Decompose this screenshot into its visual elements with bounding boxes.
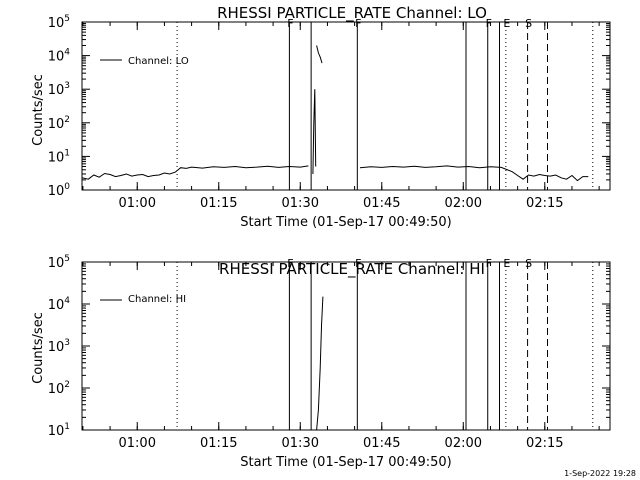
x-tick-label: 02:15	[526, 196, 563, 211]
y-tick-label: 105	[48, 14, 70, 31]
x-axis-label: Start Time (01-Sep-17 00:49:50)	[240, 215, 451, 230]
plot-frame	[81, 261, 611, 431]
x-tick-label: 01:45	[363, 196, 400, 211]
y-tick-label: 104	[48, 48, 71, 65]
event-marker: F	[355, 17, 361, 30]
legend-label: Channel: HI	[128, 294, 186, 305]
event-marker: E	[503, 257, 510, 270]
panel-lo: RHESSI PARTICLE_RATE Channel: LO Start T…	[31, 4, 611, 230]
x-tick-label: 01:30	[282, 436, 319, 451]
event-marker: F	[486, 257, 492, 270]
y-tick-label: 101	[48, 148, 70, 165]
y-tick-label: 100	[48, 182, 71, 199]
event-marker: F	[355, 257, 361, 270]
event-marker: F	[486, 17, 492, 30]
y-tick-label: 103	[48, 338, 70, 355]
series-line	[81, 165, 309, 180]
y-tick-label: 104	[48, 296, 71, 313]
timestamp: 1-Sep-2022 19:28	[564, 469, 636, 478]
x-axis-label: Start Time (01-Sep-17 00:49:50)	[240, 455, 451, 470]
y-tick-label: 103	[48, 81, 70, 98]
y-tick-label: 102	[48, 380, 70, 397]
chart-title: RHESSI PARTICLE_RATE Channel: HI	[219, 260, 485, 279]
event-marker: S	[525, 17, 532, 30]
series-line	[316, 296, 324, 431]
series-line	[316, 45, 323, 64]
chart-title: RHESSI PARTICLE_RATE Channel: LO	[217, 4, 487, 23]
x-tick-label: 01:30	[282, 196, 319, 211]
x-tick-label: 01:00	[119, 436, 156, 451]
series-line	[359, 165, 589, 182]
x-tick-label: 01:45	[363, 436, 400, 451]
y-axis-label: Counts/sec	[31, 312, 46, 384]
x-tick-label: 02:00	[445, 196, 482, 211]
x-tick-label: 01:15	[200, 196, 237, 211]
x-tick-label: 01:15	[200, 436, 237, 451]
legend-label: Channel: LO	[128, 56, 189, 67]
event-marker: E	[503, 17, 510, 30]
event-marker: F	[287, 257, 293, 270]
x-tick-label: 01:00	[119, 196, 156, 211]
y-tick-label: 102	[48, 115, 70, 132]
panel-hi: RHESSI PARTICLE_RATE Channel: HI Start T…	[31, 254, 611, 470]
x-tick-label: 02:15	[526, 436, 563, 451]
event-marker: F	[287, 17, 293, 30]
y-tick-label: 101	[48, 422, 70, 439]
y-axis-label: Counts/sec	[31, 74, 46, 146]
plot-frame	[81, 21, 611, 191]
x-tick-label: 02:00	[445, 436, 482, 451]
y-tick-label: 105	[48, 254, 70, 271]
event-marker: S	[525, 257, 532, 270]
series-line	[312, 89, 317, 175]
